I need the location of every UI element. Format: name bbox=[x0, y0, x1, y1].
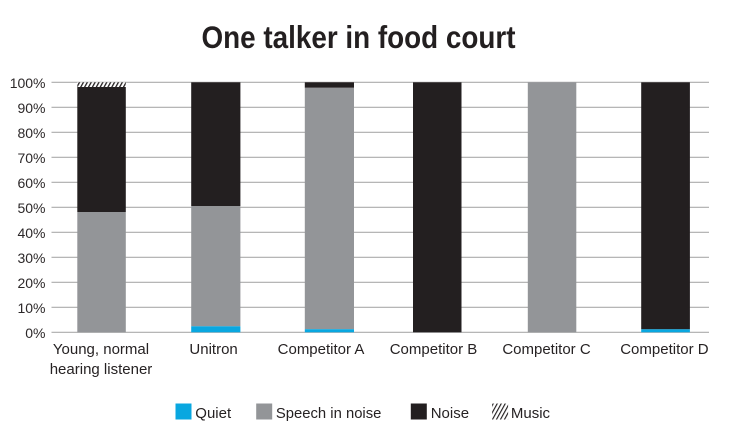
svg-text:Noise: Noise bbox=[431, 405, 469, 422]
svg-text:10%: 10% bbox=[17, 300, 45, 316]
svg-text:Unitron: Unitron bbox=[189, 341, 237, 358]
svg-text:Competitor D: Competitor D bbox=[620, 341, 709, 358]
svg-text:80%: 80% bbox=[17, 125, 45, 141]
svg-text:Young, normal: Young, normal bbox=[53, 341, 149, 358]
svg-text:Speech in noise: Speech in noise bbox=[276, 405, 382, 422]
svg-text:70%: 70% bbox=[17, 150, 45, 166]
svg-text:Competitor A: Competitor A bbox=[278, 341, 365, 358]
svg-text:20%: 20% bbox=[17, 275, 45, 291]
svg-text:60%: 60% bbox=[17, 175, 45, 191]
svg-text:One talker in food court: One talker in food court bbox=[202, 19, 516, 55]
svg-text:Music: Music bbox=[511, 405, 551, 422]
svg-text:Competitor C: Competitor C bbox=[502, 341, 591, 358]
svg-text:90%: 90% bbox=[17, 100, 45, 116]
svg-text:Competitor B: Competitor B bbox=[390, 341, 478, 358]
svg-text:0%: 0% bbox=[25, 325, 45, 341]
svg-text:50%: 50% bbox=[17, 200, 45, 216]
svg-text:Quiet: Quiet bbox=[195, 405, 232, 422]
svg-text:30%: 30% bbox=[17, 250, 45, 266]
svg-text:100%: 100% bbox=[10, 75, 46, 91]
svg-text:hearing listener: hearing listener bbox=[50, 361, 153, 378]
svg-text:40%: 40% bbox=[17, 225, 45, 241]
